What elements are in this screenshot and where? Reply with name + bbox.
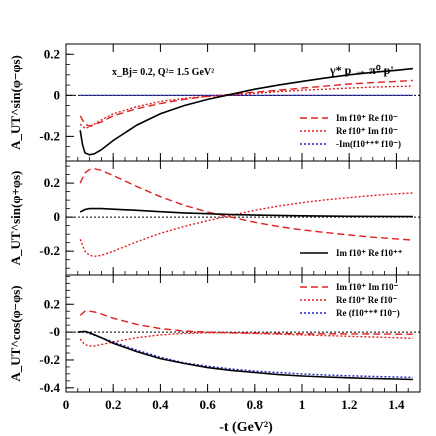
series-line-2	[79, 85, 413, 129]
series-line-4	[77, 330, 413, 381]
y-tick-label: 0.2	[44, 46, 60, 61]
y-tick-label: -0.2	[39, 128, 60, 143]
x-tick-label: 0.6	[199, 397, 216, 412]
series-line-4	[79, 67, 413, 156]
y-axis-label: A_UT^cos(φ−φs)	[8, 285, 23, 381]
x-tick-label: 1	[299, 397, 306, 412]
y-tick-label: -0.2	[39, 243, 60, 258]
y-tick-label: -0	[49, 324, 60, 339]
series-line-1	[79, 310, 413, 335]
series-line-2	[79, 192, 413, 258]
y-axis-label: A_UT^sin(φ−φs)	[8, 55, 23, 150]
x-axis: 0 0.2 0.4 0.6 0.8 1 1.2 1.4	[63, 397, 405, 412]
series-line-3	[77, 331, 413, 379]
legend-label: -Im(f10⁺⁺* f10⁻)	[336, 139, 401, 149]
series-line-3	[79, 207, 413, 218]
legend-label: Re (f10⁺⁺* f10⁻)	[336, 308, 400, 318]
annotation-process: γ* p → π⁰ p'	[329, 63, 394, 77]
y-tick-label: 0.2	[44, 175, 60, 190]
series-line-2	[79, 332, 413, 347]
x-tick-label: 0.8	[247, 397, 264, 412]
annotation-kinematics: x_Bj= 0.2, Q²= 1.5 GeV²	[112, 67, 214, 78]
legend-label: Im f10⁺ Re f10⁻	[336, 113, 398, 123]
panel-top: -0.2 0 0.2 A_UT^sin(φ−φs) Im f10⁺ Re f10⁻ Re …	[8, 43, 421, 162]
y-tick-label: 0.2	[44, 296, 60, 311]
x-tick-label: 1.2	[341, 397, 357, 412]
series-line-1	[79, 79, 413, 127]
series-line-1	[79, 167, 413, 241]
legend-label: Re f10⁺ Im f10⁻	[336, 126, 398, 136]
y-tick-label: 0	[54, 87, 61, 102]
y-tick-label: 0	[54, 209, 61, 224]
y-tick-label: -0.2	[39, 352, 60, 367]
x-tick-label: 0	[63, 397, 70, 412]
y-axis-label: A_UT^sin(φ+φs)	[8, 171, 23, 266]
x-tick-label: 0.2	[105, 397, 121, 412]
x-tick-label: 0.4	[152, 397, 169, 412]
legend-label: Re f10⁺ Re f10⁻	[336, 295, 397, 305]
x-axis-label: -t (GeV²)	[219, 420, 273, 435]
legend-label: Im f10⁺ Im f10⁻	[336, 282, 398, 292]
x-tick-label: 1.4	[388, 397, 405, 412]
y-tick-label: -0.4	[39, 380, 60, 395]
legend-label: Im f10⁺ Re f10⁺⁺	[336, 248, 403, 258]
panel-bottom: -0.4 -0.2 -0 0.2 A_UT^cos(φ−φs) Im f10⁺ Im f1…	[8, 274, 421, 395]
panel-middle: -0.2 0 0.2 A_UT^sin(φ+φs) Im f10⁺ Re f10⁺⁺	[8, 160, 421, 276]
